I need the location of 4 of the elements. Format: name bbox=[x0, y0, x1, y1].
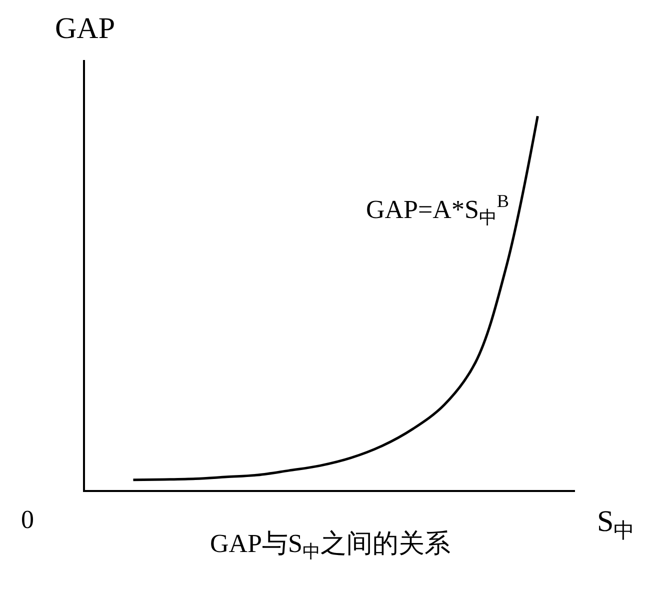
text: GAP与S$_{中}$之间的关系 bbox=[210, 529, 450, 562]
y-axis-title: GAP bbox=[55, 12, 116, 45]
x-axis-title: S$_{中}$ bbox=[597, 505, 635, 542]
text: 0 bbox=[21, 505, 34, 534]
